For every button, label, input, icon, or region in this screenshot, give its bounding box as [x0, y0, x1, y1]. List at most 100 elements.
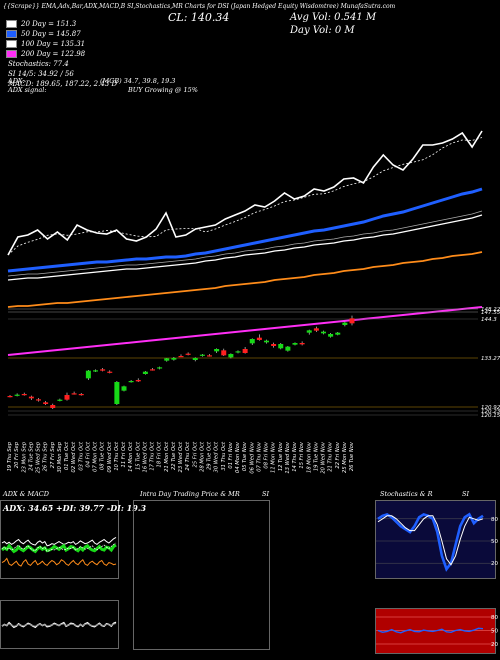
- si-panel-title: SI: [262, 490, 270, 498]
- adx-macd-panel: [0, 500, 119, 649]
- candle-down: [271, 344, 277, 346]
- date-tick-label: 15 Tue Oct: [135, 441, 141, 470]
- candle-down: [150, 369, 155, 371]
- date-tick-label: 30 Mon Sep: [57, 441, 63, 472]
- stoch-panel-title: Stochastics & R: [380, 490, 433, 498]
- date-tick-label: 13 Wed Nov: [285, 441, 291, 474]
- ema20-swatch: [6, 20, 17, 28]
- price-tick-label: 120.15: [481, 413, 500, 419]
- header-top-line: {{Scrape}} EMA,Adx,Bar,ADX,MACD,B SI,Sto…: [3, 3, 396, 10]
- ema200-swatch: [6, 50, 17, 58]
- stoch-k-line: [377, 512, 484, 572]
- stoch-tick-label: 80: [491, 517, 498, 523]
- adx-threshold-line: [1, 542, 117, 552]
- adx-lines: [1, 536, 117, 567]
- ema20-label: 20 Day = 151.3: [21, 20, 77, 28]
- si-tick-label: 80: [491, 615, 498, 621]
- candle-down: [178, 356, 184, 358]
- date-tick-label: 21 Mon Oct: [164, 441, 170, 472]
- candle-up: [214, 349, 220, 352]
- date-tick-label: 11 Fri Oct: [121, 441, 127, 467]
- date-tick-label: 19 Tue Nov: [313, 441, 319, 471]
- ema-legend: 20 Day = 151.3 50 Day = 145.87 100 Day =…: [6, 19, 117, 89]
- date-tick-label: 08 Tue Oct: [100, 441, 106, 470]
- candle-up: [328, 334, 334, 337]
- date-tick-label: 02 Wed Oct: [71, 441, 77, 472]
- candle-down: [221, 350, 227, 356]
- candle-up: [228, 354, 234, 358]
- stoch-tick-label: 50: [491, 539, 498, 545]
- ema-lines: [7, 130, 483, 356]
- date-tick-label: 01 Tue Oct: [64, 441, 70, 470]
- candle-up: [128, 381, 134, 383]
- candle-up: [157, 367, 163, 369]
- adx-label: ADX:: [8, 77, 25, 85]
- ema50-swatch: [6, 30, 17, 38]
- macd-readout: MACD: 189.65, 187.22, 2.43 D: [8, 80, 118, 88]
- date-tick-label: 04 Fri Oct: [85, 441, 91, 467]
- si-readout: SI 14/5: 34.92 / 56: [8, 70, 74, 78]
- ema200-label: 200 Day = 122.98: [21, 50, 86, 58]
- candle-up: [57, 399, 63, 401]
- avg-volume-label: Avg Vol: 0.541 M: [290, 12, 377, 23]
- date-tick-label: 12 Tue Nov: [278, 441, 284, 471]
- stoch-lines: [376, 512, 495, 572]
- date-tick-label: 27 Fri Sep: [50, 441, 56, 468]
- date-tick-label: 11 Mon Nov: [271, 441, 277, 473]
- candle-down: [135, 380, 141, 382]
- date-tick-label: 30 Wed Oct: [214, 441, 220, 472]
- candle-up: [264, 340, 269, 343]
- date-tick-label: 23 Wed Oct: [178, 441, 184, 472]
- candle-down: [78, 394, 84, 396]
- date-tick-label: 26 Tue Nov: [349, 441, 355, 471]
- date-tick-label: 19 Thu Sep: [7, 441, 13, 471]
- candle-down: [36, 399, 41, 401]
- candle-up: [199, 354, 205, 356]
- si-tick-label: 20: [491, 642, 498, 648]
- date-tick-label: 07 Mon Oct: [93, 441, 99, 472]
- candle-up: [285, 346, 291, 351]
- macd-signal-line: [1, 623, 117, 627]
- candle-up: [235, 351, 241, 353]
- stoch-box: [375, 500, 496, 579]
- candle-up: [249, 339, 255, 344]
- adx-signal-label: ADX signal:: [8, 86, 47, 94]
- date-tick-label: 25 Fri Oct: [192, 441, 198, 467]
- date-tick-label: 15 Fri Nov: [299, 441, 305, 469]
- date-tick-label: 31 Thu Oct: [221, 441, 227, 471]
- stoch-ticks: 80 50 20: [491, 517, 498, 567]
- si-lines: 80 50 20: [376, 615, 498, 648]
- candle-down: [43, 402, 49, 404]
- adx-panel-title: ADX & MACD: [3, 490, 49, 498]
- ema-line-100-day: [7, 214, 483, 281]
- price-tick-label: 133.27: [481, 356, 500, 362]
- ema100-swatch: [6, 40, 17, 48]
- intraday-panel: [133, 500, 270, 650]
- candle-down: [107, 371, 113, 373]
- date-tick-label: 08 Fri Nov: [264, 441, 270, 469]
- date-tick-label: 23 Mon Sep: [21, 441, 27, 472]
- ema-line-20-day: [7, 130, 483, 256]
- ema100-label: 100 Day = 135.31: [21, 40, 86, 48]
- stochastics-panel: 80 50 20 80 50 20: [375, 500, 498, 654]
- candle-up: [164, 358, 170, 361]
- price-tick-label: 120.92: [481, 405, 500, 411]
- date-tick-label: 22 Fri Nov: [335, 441, 341, 469]
- stoch-d-line: [377, 515, 484, 566]
- adx-readout: ADX: 34.65 +DI: 39.77 -DI: 19.3: [3, 503, 147, 513]
- price-tick-label: 147.55: [481, 310, 500, 316]
- stoch-tick-label: 20: [491, 561, 498, 567]
- ema-line-200-day: [7, 251, 483, 308]
- close-price-label: CL: 140.34: [168, 11, 230, 24]
- adx-line-di: [1, 557, 117, 567]
- candle-up: [85, 370, 91, 379]
- date-tick-label: 25 Mon Nov: [342, 441, 348, 473]
- legend-ema50: 50 Day = 145.87: [6, 29, 117, 39]
- date-tick-label: 21 Thu Nov: [328, 441, 334, 472]
- candle-down: [299, 343, 305, 345]
- date-tick-label: 16 Wed Oct: [142, 441, 148, 472]
- date-tick-label: 24 Tue Sep: [28, 441, 34, 471]
- date-tick-label: 26 Thu Sep: [43, 441, 49, 471]
- candle-down: [28, 396, 34, 399]
